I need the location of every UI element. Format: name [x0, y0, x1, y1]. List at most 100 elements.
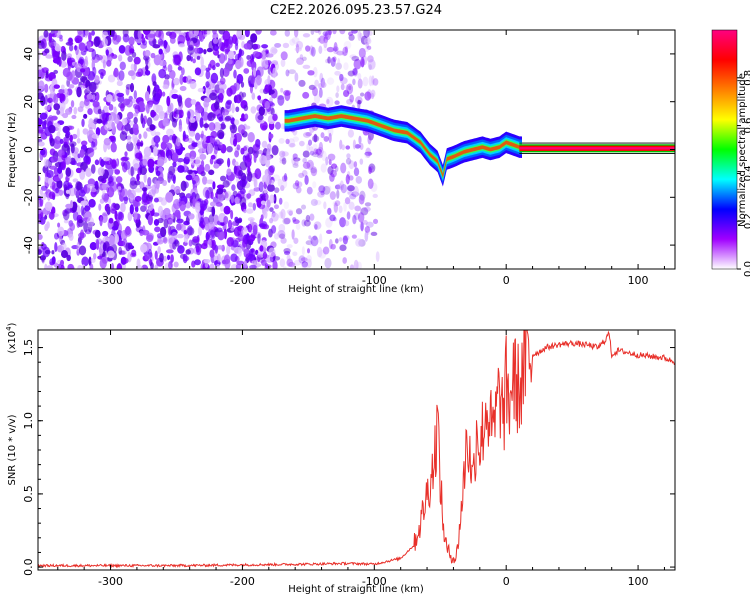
noise-cell [235, 106, 240, 113]
noise-cell [243, 208, 247, 214]
noise-cell [56, 131, 61, 137]
noise-cell [299, 140, 305, 147]
noise-cell [46, 97, 53, 103]
noise-cell [327, 185, 332, 192]
noise-cell [247, 171, 253, 183]
x-tick-label: 100 [628, 575, 649, 588]
noise-cell [71, 160, 77, 166]
noise-cell [324, 257, 332, 269]
noise-cell [346, 211, 351, 220]
noise-cell [312, 181, 317, 189]
noise-cell [181, 67, 185, 76]
noise-cell [283, 89, 292, 96]
noise-cell [248, 235, 256, 242]
noise-cell [146, 117, 153, 127]
noise-cell [79, 229, 85, 241]
noise-cell [349, 264, 354, 269]
noise-cell [346, 98, 353, 105]
noise-cell [178, 43, 186, 48]
noise-cell [67, 184, 73, 189]
x-tick-label: 0 [503, 575, 510, 588]
noise-cell [301, 262, 309, 269]
noise-cell [127, 55, 133, 63]
noise-cell [329, 214, 336, 222]
noise-cell [179, 200, 186, 212]
noise-cell [278, 197, 283, 205]
noise-cell [134, 195, 142, 202]
noise-cell [365, 221, 374, 228]
noise-cell [202, 216, 210, 227]
noise-cell [96, 54, 103, 61]
noise-cell [219, 67, 225, 79]
noise-cell [330, 243, 336, 250]
noise-cell [110, 142, 117, 153]
noise-cell [343, 40, 352, 50]
noise-cell [94, 159, 100, 166]
noise-cell [81, 118, 85, 128]
noise-cell [313, 133, 318, 143]
noise-cell [124, 123, 131, 132]
colorbar-tick-label: 0.8 [743, 70, 750, 86]
noise-cell [247, 202, 253, 208]
noise-cell [328, 239, 333, 250]
noise-cell [44, 94, 48, 105]
noise-cell [222, 30, 231, 42]
noise-cell [322, 246, 330, 255]
noise-cell [152, 89, 157, 98]
noise-cell [134, 205, 139, 213]
noise-cell [217, 253, 221, 263]
noise-cell [338, 205, 343, 214]
noise-cell [91, 30, 96, 36]
noise-cell [294, 72, 299, 82]
noise-cell [323, 46, 328, 52]
noise-cell [238, 91, 244, 102]
noise-cell [358, 135, 362, 145]
noise-cell [133, 127, 139, 136]
noise-cell [199, 31, 203, 41]
noise-cell [245, 152, 253, 163]
noise-cell [81, 264, 86, 269]
noise-cell [252, 202, 257, 211]
noise-cell [302, 64, 311, 69]
noise-cell [233, 83, 238, 91]
noise-cell [283, 173, 288, 182]
noise-cell [145, 194, 154, 201]
noise-cell [200, 160, 205, 168]
noise-cell [53, 30, 59, 34]
noise-cell [119, 61, 126, 71]
noise-cell [222, 67, 230, 77]
noise-cell [158, 60, 167, 67]
noise-cell [357, 99, 362, 105]
noise-cell [358, 47, 366, 59]
noise-cell [212, 181, 216, 190]
noise-cell [178, 124, 183, 132]
noise-cell [179, 74, 184, 85]
noise-cell [301, 204, 307, 210]
noise-cell [147, 33, 156, 38]
noise-cell [277, 95, 285, 106]
noise-cell [255, 75, 262, 86]
noise-cell [301, 246, 305, 256]
noise-cell [129, 189, 136, 199]
noise-cell [279, 159, 286, 164]
noise-cell [144, 69, 151, 76]
noise-cell [318, 249, 327, 259]
noise-cell [347, 129, 355, 138]
noise-cell [174, 209, 181, 218]
noise-cell [123, 196, 129, 201]
noise-cell [340, 83, 345, 91]
noise-cell [280, 51, 288, 61]
noise-cell [289, 38, 296, 46]
noise-cell [345, 157, 352, 165]
noise-cell [68, 44, 74, 52]
noise-cell [280, 184, 285, 191]
noise-cell [69, 141, 77, 147]
noise-cell [78, 219, 84, 224]
noise-cell [243, 68, 250, 74]
noise-cell [153, 135, 161, 144]
noise-cell [184, 152, 192, 160]
noise-cell [60, 264, 65, 269]
spectrogram-y-axis: -40 -20 0 20 40 [22, 29, 675, 270]
noise-cell [134, 188, 143, 193]
noise-cell [80, 200, 89, 206]
